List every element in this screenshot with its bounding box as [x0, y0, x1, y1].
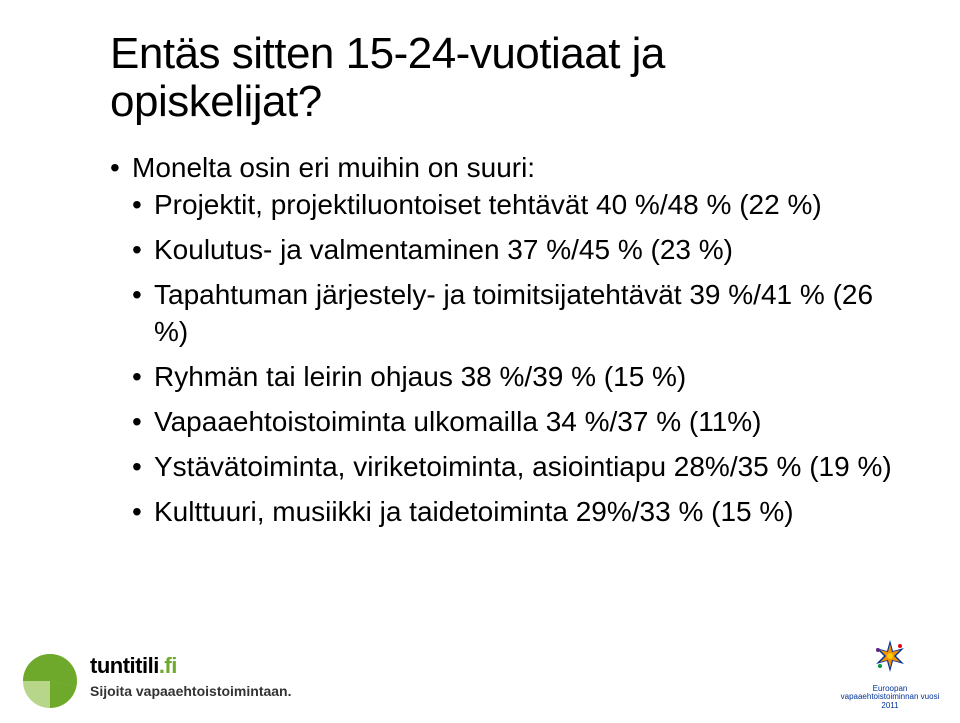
brand-suffix: .fi: [159, 653, 177, 678]
title-line-2: opiskelijat?: [110, 77, 322, 126]
sub-bullet-text: Ryhmän tai leirin ohjaus 38 %/39 % (15 %…: [154, 361, 686, 392]
footer: tuntitili.fi Sijoita vapaaehtoistoiminta…: [0, 643, 960, 723]
title-line-1: Entäs sitten 15-24-vuotiaat ja: [110, 29, 665, 78]
sub-bullet-text: Ystävätoiminta, viriketoiminta, asiointi…: [154, 451, 892, 482]
lead-bullet: Monelta osin eri muihin on suuri: Projek…: [110, 150, 910, 531]
sub-bullet: Projektit, projektiluontoiset tehtävät 4…: [132, 187, 910, 224]
sub-bullet-text: Koulutus- ja valmentaminen 37 %/45 % (23…: [154, 234, 733, 265]
brand-name: tuntitili: [90, 653, 159, 678]
eu-text: Euroopan vapaaehtoistoiminnan vuosi 2011: [840, 685, 940, 711]
sub-bullet-text: Projektit, projektiluontoiset tehtävät 4…: [154, 189, 822, 220]
lead-bullet-text: Monelta osin eri muihin on suuri:: [132, 152, 535, 183]
brand-logo: tuntitili.fi: [90, 653, 177, 679]
bullet-list: Monelta osin eri muihin on suuri: Projek…: [110, 150, 910, 541]
sub-bullet: Ystävätoiminta, viriketoiminta, asiointi…: [132, 449, 910, 486]
sub-bullet: Ryhmän tai leirin ohjaus 38 %/39 % (15 %…: [132, 359, 910, 396]
sub-bullet-text: Vapaaehtoistoiminta ulkomailla 34 %/37 %…: [154, 406, 762, 437]
tagline: Sijoita vapaaehtoistoimintaan.: [90, 683, 292, 699]
sub-bullet: Vapaaehtoistoiminta ulkomailla 34 %/37 %…: [132, 404, 910, 441]
sub-bullet: Kulttuuri, musiikki ja taidetoiminta 29%…: [132, 494, 910, 531]
sub-bullet: Tapahtuman järjestely- ja toimitsijateht…: [132, 277, 910, 351]
slide: Entäs sitten 15-24-vuotiaat ja opiskelij…: [0, 0, 960, 723]
sub-bullet-text: Kulttuuri, musiikki ja taidetoiminta 29%…: [154, 496, 794, 527]
page-title: Entäs sitten 15-24-vuotiaat ja opiskelij…: [110, 30, 880, 125]
sub-bullet: Koulutus- ja valmentaminen 37 %/45 % (23…: [132, 232, 910, 269]
sub-bullet-list: Projektit, projektiluontoiset tehtävät 4…: [132, 187, 910, 531]
eu-year-icon: [868, 634, 912, 678]
eu-logo-block: Euroopan vapaaehtoistoiminnan vuosi 2011: [840, 634, 940, 711]
pie-icon: [22, 653, 78, 709]
sub-bullet-text: Tapahtuman järjestely- ja toimitsijateht…: [154, 279, 873, 347]
